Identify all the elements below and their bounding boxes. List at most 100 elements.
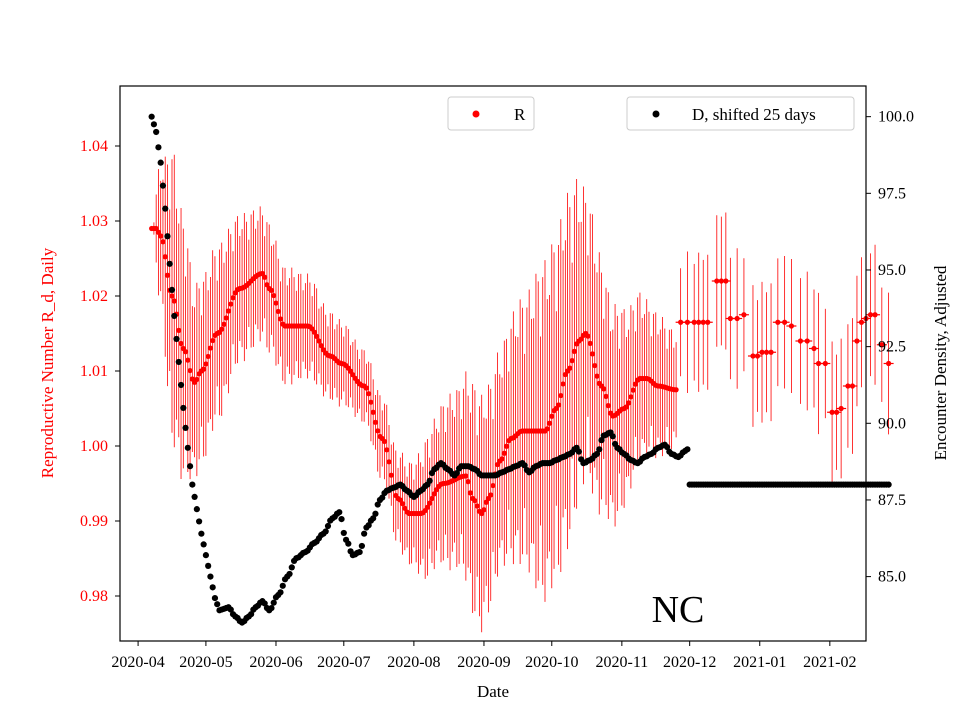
r-point: [194, 376, 200, 383]
d-point: [277, 589, 284, 596]
r-point: [169, 293, 175, 299]
y-right-tick-label: 90.0: [878, 415, 906, 432]
d-point: [365, 522, 372, 529]
r-point: [567, 365, 573, 371]
d-point: [370, 515, 377, 522]
r-point: [368, 399, 374, 405]
r-point: [311, 329, 318, 335]
r-point: [259, 270, 266, 277]
y-left-tick-label: 0.99: [80, 513, 108, 530]
r-point: [153, 225, 159, 232]
d-point: [209, 584, 216, 591]
x-tick-label: 2020-11: [595, 654, 648, 671]
d-series: [148, 113, 892, 626]
x-tick-label: 2020-10: [525, 654, 578, 671]
x-tick-label: 2020-04: [111, 654, 164, 671]
y-axis-right: 85.0 87.5 90.0 92.5 95.0 97.5 100.0: [866, 109, 914, 586]
r-point: [501, 450, 507, 456]
r-point: [210, 337, 216, 344]
r-point: [822, 360, 828, 367]
r-point: [375, 428, 381, 434]
r-point: [811, 345, 817, 352]
plot-frame: [119, 85, 867, 642]
d-point: [205, 562, 212, 569]
r-point: [164, 272, 171, 278]
r-point: [696, 319, 702, 325]
r-point: [797, 338, 804, 344]
x-tick-label: 2020-09: [457, 654, 510, 671]
r-point: [684, 319, 691, 325]
r-point: [467, 490, 473, 496]
r-point: [603, 393, 609, 399]
r-point: [185, 357, 191, 363]
r-point: [782, 319, 788, 325]
d-point: [155, 144, 162, 151]
r-point: [178, 340, 184, 347]
r-point: [171, 298, 177, 304]
r-point: [632, 381, 639, 387]
y-right-tick-label: 97.5: [878, 185, 906, 202]
d-point: [609, 433, 616, 440]
r-point: [775, 319, 781, 325]
r-point: [867, 312, 874, 318]
d-point: [453, 470, 460, 477]
r-point: [201, 366, 207, 372]
r-point: [268, 287, 275, 293]
d-point: [182, 424, 189, 431]
r-point: [623, 404, 629, 410]
r-point: [158, 233, 164, 239]
d-point: [175, 358, 182, 366]
legend-d-box: [626, 96, 855, 131]
r-point: [630, 387, 636, 393]
legend-d: D, shifted 25 days: [626, 96, 855, 131]
x-tick-label: 2020-07: [317, 654, 370, 671]
d-point: [164, 233, 171, 240]
y-left-tick-label: 1.03: [80, 213, 108, 230]
r-point: [734, 315, 740, 322]
legend-d-label: D, shifted 25 days: [692, 105, 816, 124]
x-tick-label: 2021-01: [733, 654, 786, 671]
d-point: [196, 518, 203, 525]
d-point: [379, 494, 386, 501]
y-right-tick-label: 95.0: [878, 262, 906, 279]
d-point: [521, 462, 528, 469]
r-point: [849, 383, 856, 389]
legend-r: R: [447, 96, 535, 131]
d-point: [358, 542, 365, 550]
d-point: [200, 541, 207, 548]
r-point: [886, 360, 892, 367]
r-point: [230, 295, 236, 301]
y-right-tick-label: 92.5: [878, 339, 906, 356]
r-point: [592, 362, 598, 369]
d-point: [186, 463, 194, 470]
d-point: [885, 481, 892, 488]
r-point: [544, 426, 550, 432]
d-point: [191, 493, 198, 500]
r-point: [714, 278, 720, 284]
r-point: [829, 409, 835, 415]
state-annotation: NC: [652, 589, 705, 631]
y-left-tick-label: 1.00: [80, 438, 108, 455]
x-tick-label: 2020-12: [663, 654, 716, 671]
r-point: [483, 499, 489, 505]
r-point: [571, 348, 577, 354]
d-point: [268, 604, 275, 612]
r-point: [381, 438, 388, 445]
d-point: [177, 381, 185, 389]
d-point: [361, 530, 368, 537]
r-point: [700, 319, 706, 325]
r-point: [397, 497, 403, 503]
r-point: [219, 326, 225, 332]
r-point: [589, 351, 596, 357]
r-point: [264, 282, 270, 288]
r-point: [754, 353, 761, 359]
r-point: [718, 278, 724, 284]
x-tick-label: 2021-02: [803, 654, 856, 671]
r-point: [578, 336, 584, 342]
d-point: [261, 600, 268, 607]
r-point: [372, 419, 379, 425]
d-point: [180, 404, 187, 412]
r-point: [207, 345, 214, 351]
y-left-tick-label: 1.02: [80, 288, 108, 305]
x-axis: 2020-04 2020-05 2020-06 2020-07 2020-08 2020-…: [111, 641, 856, 671]
